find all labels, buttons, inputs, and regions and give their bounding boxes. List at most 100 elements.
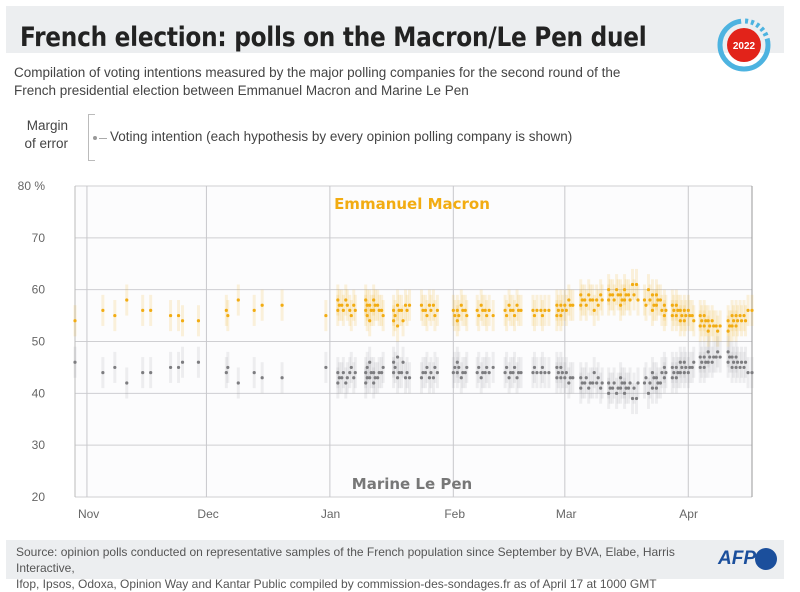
lepen-point xyxy=(365,365,369,370)
macron-point xyxy=(403,303,408,307)
macron-point xyxy=(611,293,615,297)
macron-point xyxy=(738,313,742,318)
macron-point xyxy=(391,319,396,323)
macron-point xyxy=(750,308,754,312)
legend-leader-line xyxy=(99,138,107,139)
macron-point xyxy=(682,319,686,323)
afp-logo: AFP xyxy=(718,548,756,569)
macron-point xyxy=(698,313,702,318)
lepen-point xyxy=(260,376,264,380)
lepen-point xyxy=(628,381,632,385)
lepen-point xyxy=(615,391,619,395)
macron-point xyxy=(686,308,690,312)
macron-point xyxy=(399,308,404,312)
macron-point xyxy=(555,313,559,318)
lepen-point xyxy=(503,371,507,375)
lepen-point xyxy=(475,371,479,375)
macron-point xyxy=(236,298,240,302)
macron-point xyxy=(734,324,738,328)
lepen-point xyxy=(423,371,428,375)
macron-point xyxy=(714,324,718,328)
lepen-point xyxy=(425,365,429,370)
macron-point xyxy=(560,308,564,312)
macron-point xyxy=(373,303,377,307)
macron-point xyxy=(743,319,748,323)
lepen-point xyxy=(680,365,684,370)
legend-point-marker xyxy=(93,136,97,140)
lepen-point xyxy=(507,376,511,380)
macron-point xyxy=(377,308,381,312)
macron-point xyxy=(344,298,348,302)
macron-point xyxy=(543,308,547,312)
election-2022-logo: 2022 xyxy=(717,18,771,72)
macron-point xyxy=(481,308,485,312)
macron-point xyxy=(618,293,623,297)
macron-point xyxy=(540,313,545,318)
lepen-point xyxy=(405,371,409,375)
lepen-point xyxy=(353,371,357,375)
data-points xyxy=(73,282,754,401)
lepen-point xyxy=(700,360,704,364)
lepen-point xyxy=(547,371,551,375)
lepen-point xyxy=(196,360,201,364)
macron-point xyxy=(731,319,736,323)
macron-point xyxy=(600,298,604,302)
lepen-point xyxy=(535,371,539,375)
lepen-point xyxy=(634,396,639,401)
lepen-point xyxy=(465,365,469,370)
macron-point xyxy=(340,303,344,307)
subtitle-line-2: French presidential election between Emm… xyxy=(14,83,469,98)
lepen-point xyxy=(684,365,688,370)
macron-point xyxy=(252,308,256,312)
macron-point xyxy=(508,308,513,312)
lepen-point xyxy=(381,365,385,370)
lepen-point xyxy=(708,355,712,359)
lepen-point xyxy=(532,365,537,370)
macron-point xyxy=(630,282,635,287)
macron-point xyxy=(457,313,461,318)
macron-point xyxy=(532,313,537,318)
lepen-point xyxy=(368,360,372,364)
macron-point xyxy=(341,308,345,312)
lepen-point xyxy=(567,381,571,385)
lepen-point xyxy=(698,365,702,370)
lepen-point xyxy=(726,350,730,354)
macron-point xyxy=(405,308,409,312)
lepen-point xyxy=(555,365,559,370)
macron-point xyxy=(634,282,639,287)
lepen-point xyxy=(580,381,584,385)
macron-point xyxy=(742,313,746,318)
lepen-point xyxy=(735,360,740,364)
macron-point xyxy=(479,303,483,307)
lepen-point xyxy=(344,381,348,385)
macron-point xyxy=(628,298,632,302)
macron-point xyxy=(483,308,487,312)
macron-point xyxy=(583,298,587,302)
macron-point xyxy=(451,308,455,312)
lepen-point xyxy=(611,386,615,390)
macron-point xyxy=(539,308,543,312)
lepen-point xyxy=(612,381,616,385)
macron-point xyxy=(579,303,583,307)
lepen-point xyxy=(349,365,353,370)
macron-point xyxy=(547,308,551,312)
lepen-point xyxy=(459,376,463,380)
lepen-point xyxy=(692,360,696,364)
lepen-point xyxy=(149,371,153,375)
macron-point xyxy=(423,308,428,312)
macron-point xyxy=(511,308,515,312)
lepen-point xyxy=(731,360,736,364)
macron-point xyxy=(726,319,730,323)
lepen-point xyxy=(702,355,706,359)
macron-point xyxy=(644,303,648,307)
source-note: Source: opinion polls conducted on repre… xyxy=(16,544,686,592)
macron-point xyxy=(401,319,405,323)
lepen-point xyxy=(543,371,547,375)
lepen-point xyxy=(584,376,588,380)
lepen-point xyxy=(622,391,627,395)
y-tick-label: 40 xyxy=(32,386,46,400)
macron-point xyxy=(596,303,600,307)
macron-point xyxy=(599,293,603,297)
lepen-point xyxy=(654,386,659,390)
macron-point xyxy=(431,303,436,307)
